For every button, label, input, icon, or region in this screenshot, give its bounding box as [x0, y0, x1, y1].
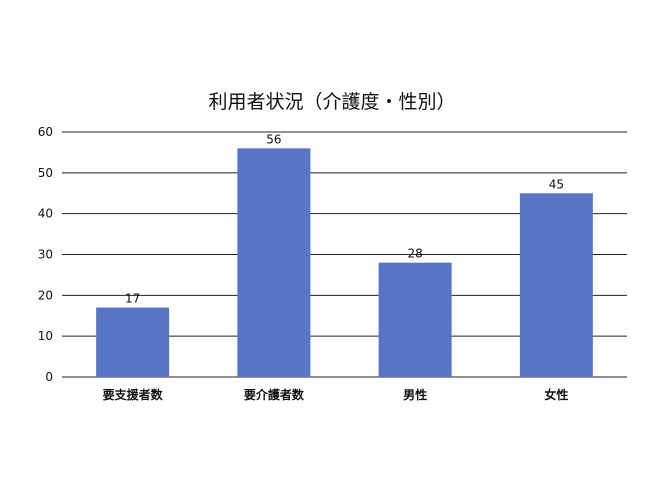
bar: [237, 148, 311, 377]
data-label: 28: [407, 247, 422, 261]
data-label: 56: [266, 132, 281, 146]
y-tick-label: 50: [38, 166, 53, 180]
y-tick-label: 0: [45, 370, 53, 384]
y-tick-label: 40: [38, 207, 53, 221]
bar: [519, 193, 593, 377]
data-labels: 17 56 28 45: [125, 132, 564, 305]
y-tick-label: 60: [38, 125, 53, 139]
x-tick-label: 要介護者数: [244, 387, 305, 402]
y-axis-ticks: 0 10 20 30 40 50 60: [38, 125, 53, 384]
x-tick-label: 男性: [403, 387, 427, 402]
bar: [378, 262, 452, 377]
data-label: 17: [125, 292, 140, 306]
x-axis-labels: 要支援者数 要介護者数 男性 女性: [103, 387, 569, 402]
data-label: 45: [549, 177, 564, 191]
x-tick-label: 要支援者数: [103, 387, 164, 402]
y-tick-label: 10: [38, 329, 53, 343]
bars: [96, 148, 593, 377]
x-tick-label: 女性: [544, 387, 568, 402]
y-tick-label: 30: [38, 248, 53, 262]
chart-title: 利用者状況（介護度・性別）: [208, 91, 455, 113]
bar: [96, 307, 170, 377]
y-tick-label: 20: [38, 288, 53, 302]
